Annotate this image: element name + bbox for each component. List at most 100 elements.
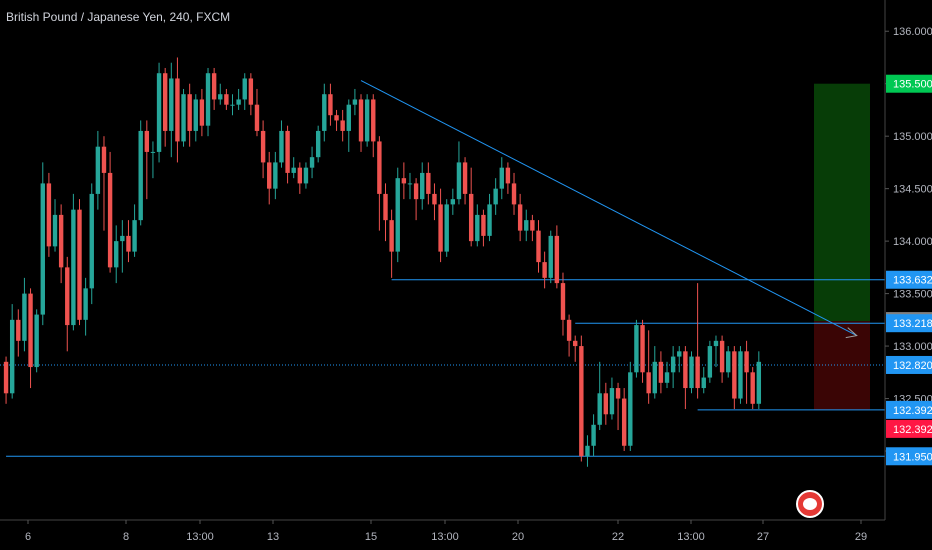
candle (132, 204, 137, 257)
candle-body (438, 204, 443, 252)
candle-body (77, 209, 82, 320)
time-tick-label: 8 (123, 531, 129, 543)
candle (664, 361, 670, 389)
candle-body (573, 340, 578, 347)
candle (591, 414, 596, 457)
candle-body (499, 167, 504, 189)
candle-body (634, 325, 639, 373)
candle-body (432, 193, 437, 205)
candle (211, 67, 217, 110)
candle (450, 188, 456, 215)
candle (83, 277, 88, 336)
candle (524, 209, 529, 242)
candle-body (585, 445, 590, 457)
candle-body (218, 94, 223, 100)
candle (58, 204, 64, 284)
candle (16, 309, 21, 357)
candle (756, 351, 762, 410)
candle-body (487, 204, 492, 236)
chart-title: British Pound / Japanese Yen, 240, FXCM (6, 10, 231, 24)
candle (205, 67, 211, 137)
candle-body (138, 130, 143, 221)
candle-body (677, 351, 682, 357)
candle-body (242, 78, 247, 100)
candle-body (71, 209, 76, 326)
candle-body (517, 204, 523, 231)
candle (407, 172, 413, 200)
candle-body (22, 293, 27, 341)
candle (334, 109, 339, 131)
candle (420, 162, 425, 210)
time-tick-label: 15 (365, 531, 377, 543)
candle-body (732, 351, 737, 399)
candle-body (95, 146, 101, 194)
price-label-text: 135.500 (893, 79, 932, 91)
candle-body (260, 130, 266, 163)
candle-body (52, 214, 58, 247)
candle-body (554, 235, 560, 284)
candle (726, 346, 731, 378)
candle (530, 214, 535, 242)
price-tick-label: 134.500 (893, 184, 932, 196)
candle-body (738, 351, 743, 399)
candle-body (175, 78, 180, 142)
candle-body (40, 183, 45, 315)
candle (652, 346, 657, 399)
candle (511, 172, 517, 215)
candle-body (3, 361, 9, 394)
candle (346, 99, 351, 152)
price-axis[interactable]: 136.000 135.500 135.000 134.500 134.000 133.5… (884, 0, 932, 520)
candle-body (297, 167, 303, 184)
candle (487, 193, 492, 242)
candle (658, 351, 664, 394)
time-axis[interactable]: 6 8 13:00 13 15 13:00 20 22 13:00 27 29 (0, 519, 885, 543)
candle (542, 251, 547, 289)
tradingview-logo-icon[interactable] (796, 490, 824, 518)
candle-body (646, 372, 651, 394)
take-profit-zone (814, 83, 870, 322)
candle (695, 283, 700, 399)
price-label-horizontal-line: 133.218 (886, 314, 932, 333)
price-label-box (886, 419, 932, 438)
candle (517, 193, 523, 242)
candle (242, 73, 247, 110)
candle (456, 141, 462, 205)
candle-body (389, 220, 394, 252)
candle (505, 162, 511, 194)
trend-arrow-icon (845, 327, 858, 339)
price-label-stop-loss: 132.392 (886, 419, 932, 438)
price-label-take-profit: 135.500 (886, 74, 932, 93)
candle-body (16, 319, 21, 341)
candle (162, 67, 168, 147)
candle (548, 230, 553, 284)
candle (689, 351, 694, 394)
candle-body (707, 346, 713, 378)
candle-body (334, 115, 339, 121)
candle-body (395, 178, 400, 252)
candle-body (371, 99, 376, 142)
candle-body (468, 193, 474, 242)
price-label-box (886, 270, 932, 289)
candle (621, 388, 627, 452)
candle (701, 367, 706, 394)
plot-area[interactable] (0, 57, 885, 467)
candle-body (750, 372, 755, 404)
candle-body (481, 214, 486, 236)
price-tick-label: 133.000 (893, 341, 932, 353)
candle (218, 83, 223, 105)
candle (493, 178, 498, 215)
candle-body (101, 146, 107, 173)
candle (560, 272, 566, 336)
candle (444, 199, 449, 257)
candle (750, 367, 755, 410)
price-tick-label: 136.000 (893, 26, 932, 38)
candle (389, 209, 394, 278)
candle-body (456, 162, 462, 200)
candle-body (199, 99, 205, 126)
price-label-text: 132.392 (893, 405, 932, 417)
candle (303, 162, 309, 189)
candle (683, 346, 688, 410)
candle (352, 88, 358, 116)
candle (475, 204, 480, 247)
